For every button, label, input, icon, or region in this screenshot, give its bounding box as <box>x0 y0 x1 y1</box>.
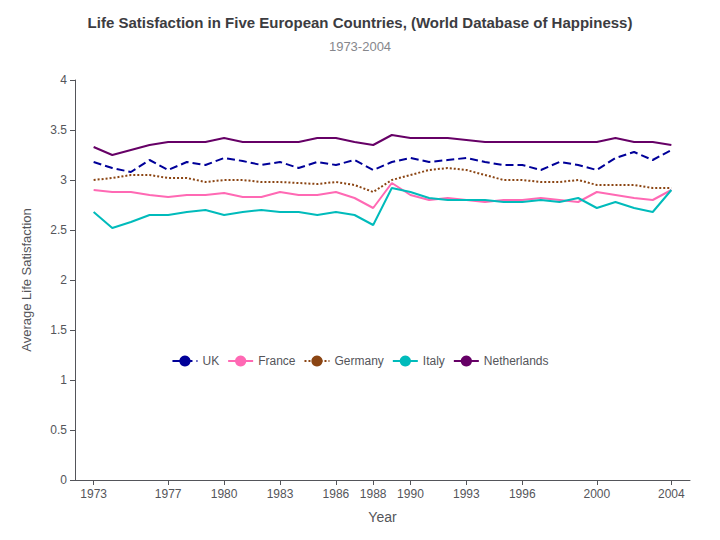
svg-text:Italy: Italy <box>423 354 445 368</box>
svg-text:Netherlands: Netherlands <box>484 354 549 368</box>
svg-text:3.5: 3.5 <box>50 123 67 137</box>
svg-text:1993: 1993 <box>453 487 480 501</box>
svg-text:Year: Year <box>368 509 397 525</box>
svg-text:1990: 1990 <box>397 487 424 501</box>
svg-text:1988: 1988 <box>360 487 387 501</box>
svg-text:0: 0 <box>60 473 67 487</box>
svg-text:0.5: 0.5 <box>50 423 67 437</box>
svg-text:1986: 1986 <box>323 487 350 501</box>
svg-text:UK: UK <box>202 354 219 368</box>
svg-text:2004: 2004 <box>658 487 685 501</box>
svg-text:3: 3 <box>60 173 67 187</box>
svg-text:Germany: Germany <box>334 354 383 368</box>
svg-text:1977: 1977 <box>155 487 182 501</box>
svg-text:4: 4 <box>60 73 67 87</box>
svg-text:1: 1 <box>60 373 67 387</box>
svg-text:2000: 2000 <box>583 487 610 501</box>
svg-text:1.5: 1.5 <box>50 323 67 337</box>
svg-text:France: France <box>258 354 296 368</box>
svg-text:2.5: 2.5 <box>50 223 67 237</box>
svg-text:Life Satisfaction in Five Euro: Life Satisfaction in Five European Count… <box>88 14 633 31</box>
svg-text:2: 2 <box>60 273 67 287</box>
svg-text:1983: 1983 <box>267 487 294 501</box>
svg-text:1973: 1973 <box>80 487 107 501</box>
svg-text:Average Life Satisfaction: Average Life Satisfaction <box>19 208 34 352</box>
svg-text:1996: 1996 <box>509 487 536 501</box>
svg-text:1973-2004: 1973-2004 <box>329 39 391 54</box>
svg-text:1980: 1980 <box>211 487 238 501</box>
